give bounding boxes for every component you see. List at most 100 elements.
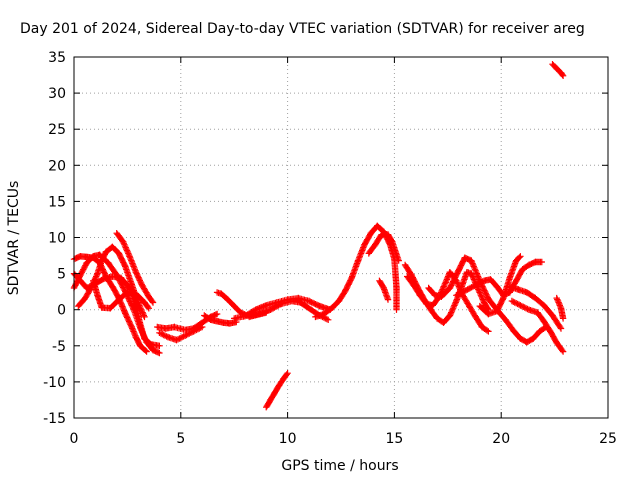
y-tick-label: 25 — [48, 122, 66, 138]
data-point — [483, 291, 490, 298]
data-point — [510, 298, 517, 305]
data-point — [190, 328, 197, 335]
data-point — [456, 284, 463, 292]
data-point — [456, 290, 463, 297]
y-tick-label: 35 — [48, 50, 66, 66]
data-point — [142, 347, 149, 354]
data-point — [181, 332, 189, 339]
data-point — [557, 325, 565, 332]
data-point — [481, 287, 488, 294]
series-track-8 — [156, 323, 206, 344]
chart-title: Day 201 of 2024, Sidereal Day-to-day VTE… — [20, 21, 585, 37]
series-track-5 — [90, 277, 152, 312]
data-point — [121, 241, 128, 248]
series-track-15 — [365, 231, 402, 264]
data-point — [124, 248, 131, 256]
data-point — [184, 331, 192, 338]
data-point — [183, 331, 190, 339]
data-point — [479, 296, 486, 303]
data-point — [454, 280, 461, 287]
data-point — [121, 308, 128, 316]
data-point — [448, 309, 455, 316]
data-point — [138, 307, 146, 315]
x-tick-label: 25 — [599, 431, 617, 447]
y-axis-label: SDTVAR / TECUs — [6, 181, 22, 296]
data-point — [144, 303, 152, 311]
data-point — [135, 275, 143, 283]
y-tick-label: 5 — [57, 267, 66, 283]
data-point — [471, 282, 478, 290]
grid-lines — [74, 57, 608, 418]
data-point — [559, 315, 567, 322]
data-point — [325, 316, 332, 323]
data-point — [87, 286, 94, 293]
data-point — [458, 289, 466, 296]
data-point — [521, 304, 528, 311]
data-point — [457, 289, 464, 297]
data-point — [187, 329, 194, 336]
data-point — [141, 313, 148, 321]
data-point — [191, 327, 199, 334]
data-point — [475, 280, 482, 287]
data-point — [481, 288, 489, 296]
data-point — [145, 305, 152, 312]
data-point — [395, 257, 402, 264]
data-point — [143, 348, 150, 355]
y-tick-label: 20 — [48, 158, 66, 174]
series-track-21 — [476, 253, 524, 318]
y-tick-label: 10 — [48, 231, 66, 247]
data-point — [478, 293, 485, 300]
data-point — [149, 298, 156, 305]
data-point — [176, 335, 183, 342]
data-point — [440, 283, 447, 290]
data-point — [559, 347, 566, 354]
data-point — [524, 305, 531, 313]
data-point — [137, 305, 144, 312]
data-point — [149, 299, 157, 306]
data-points — [70, 61, 567, 411]
data-point — [513, 300, 520, 307]
data-point — [124, 314, 131, 321]
x-tick-label: 15 — [385, 431, 403, 447]
data-point — [470, 274, 477, 282]
x-axis-label: GPS time / hours — [281, 458, 398, 474]
data-point — [556, 302, 563, 309]
data-point — [276, 301, 284, 308]
x-tick-label: 0 — [70, 431, 79, 447]
series-track-6 — [113, 230, 157, 306]
data-point — [559, 348, 567, 355]
series-track-9 — [201, 312, 240, 327]
data-point — [173, 336, 180, 344]
data-point — [79, 267, 86, 275]
y-tick-label: 30 — [48, 86, 66, 102]
data-point — [559, 72, 567, 79]
data-point — [520, 303, 527, 310]
x-tick-label: 5 — [176, 431, 185, 447]
data-point — [485, 328, 492, 335]
data-point — [81, 263, 88, 271]
y-tick-label: -15 — [43, 411, 66, 427]
data-point — [161, 332, 169, 339]
data-point — [449, 305, 457, 312]
data-point — [127, 322, 135, 329]
data-point — [135, 300, 142, 308]
data-point — [471, 264, 478, 271]
data-point — [122, 244, 129, 251]
series-track-16 — [376, 277, 392, 303]
data-point — [121, 261, 128, 269]
data-point — [156, 329, 163, 336]
data-point — [180, 333, 187, 340]
y-tick-label: -10 — [43, 375, 66, 391]
data-point — [119, 284, 127, 291]
data-point — [179, 333, 186, 341]
data-point — [199, 323, 206, 331]
series-track-24 — [553, 294, 567, 322]
x-tick-label: 10 — [279, 431, 297, 447]
data-point — [156, 349, 163, 357]
axis-ticks: 0 5 10 15 20 25 -15 -10 -5 0 5 10 15 20 25 30 35 — [43, 50, 617, 447]
data-point — [197, 324, 204, 331]
data-point — [517, 302, 524, 309]
